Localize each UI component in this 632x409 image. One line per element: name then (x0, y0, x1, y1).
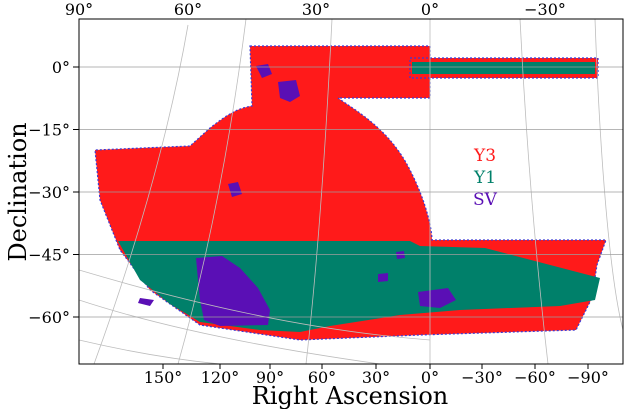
y-tick-labels: 0° −15° −30° −45° −60° (28, 58, 79, 327)
sv-patch (256, 64, 272, 78)
bottom-tick-label: 30° (362, 368, 390, 387)
bottom-tick-label: −90° (567, 368, 609, 387)
legend-entry-sv: SV (473, 190, 498, 210)
sv-spt-area (196, 256, 270, 326)
sv-footprint (138, 64, 456, 326)
bottom-tick-label: −60° (514, 368, 556, 387)
top-tick-label: 30° (302, 0, 330, 19)
top-tick-labels: 90° 60° 30° 0° −30° (65, 0, 566, 19)
legend-entry-y1: Y1 (473, 168, 496, 188)
y-tick-label: −15° (28, 121, 70, 140)
y-axis-title: Declination (4, 122, 32, 261)
bottom-tick-label: 150° (144, 368, 183, 387)
declination-gridlines (79, 66, 623, 318)
top-tick-label: −30° (524, 0, 566, 19)
sv-patch (418, 288, 456, 308)
top-tick-label: 0° (421, 0, 439, 19)
graticule (79, 19, 623, 364)
sv-patch (138, 298, 154, 306)
y-tick-label: 0° (52, 58, 70, 77)
sv-patch (396, 251, 405, 259)
legend-entry-y3: Y3 (473, 146, 496, 166)
sv-patch (228, 182, 242, 197)
sv-patch (278, 80, 300, 102)
y-tick-label: −60° (28, 308, 70, 327)
y-tick-label: −45° (28, 246, 70, 265)
sv-patch (378, 273, 388, 282)
top-tick-label: 60° (174, 0, 202, 19)
bottom-tick-label: 0° (421, 368, 439, 387)
bottom-tick-label: 90° (256, 368, 284, 387)
bottom-tick-label: 60° (308, 368, 336, 387)
y-tick-label: −30° (28, 183, 70, 202)
bottom-tick-labels: 150° 120° 90° 60° 30° 0° −30° −60° −90° (144, 364, 609, 387)
top-tick-label: 90° (65, 0, 93, 19)
y1-stripe82 (412, 62, 595, 74)
bottom-tick-label: 120° (201, 368, 240, 387)
bottom-tick-label: −30° (461, 368, 503, 387)
x-axis-title: Right Ascension (252, 382, 449, 409)
